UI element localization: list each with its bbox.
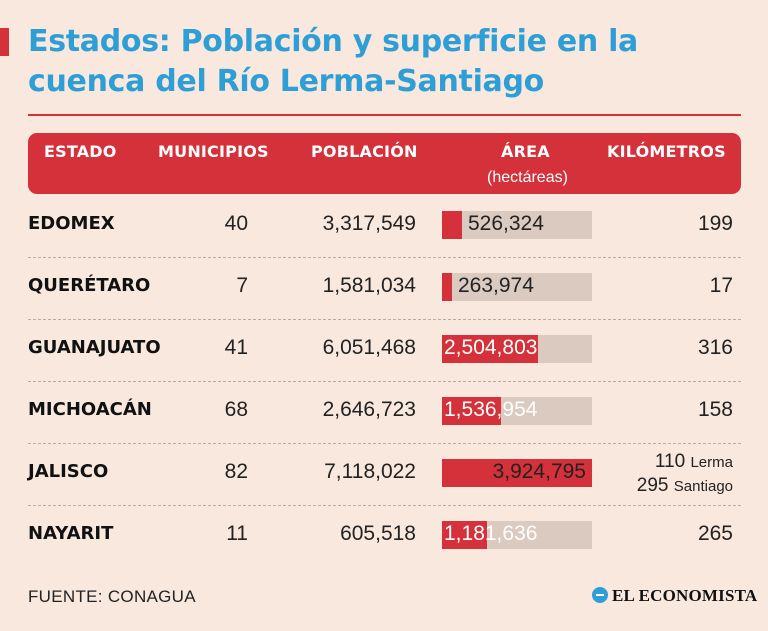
state-name: MICHOACÁN [28, 399, 152, 420]
area-bar-track: 263,974 [442, 273, 592, 301]
page-title: Estados: Población y superficie en la cu… [28, 24, 638, 99]
area-value: 526,324 [468, 212, 544, 235]
table-row: QUERÉTARO 7 1,581,034 263,974 17 [28, 257, 741, 319]
area-bar-track: 526,324 [442, 211, 592, 239]
table-row: JALISCO 82 7,118,022 3,924,795 110 Lerma 295 … [28, 443, 741, 505]
area-bar [442, 211, 462, 239]
kilometros-river: Lerma [690, 454, 733, 471]
area-value: 2,504,803 [444, 336, 538, 359]
kilometros-value: 17 [709, 274, 733, 297]
area-value: 1,536,954 [444, 398, 538, 421]
row-divider [28, 319, 741, 320]
header-municipios: MUNICIPIOS [158, 142, 269, 161]
header-estado: ESTADO [44, 142, 117, 161]
kilometros-number: 110 [654, 451, 686, 472]
logo-text: EL ECONOMISTA [612, 586, 758, 605]
area-bar-track: 1,181,636 [442, 521, 592, 549]
table-row: EDOMEX 40 3,317,549 526,324 199 [28, 195, 741, 257]
logo-icon [592, 587, 608, 603]
table-row: GUANAJUATO 41 6,051,468 2,504,803 316 [28, 319, 741, 381]
kilometros-value: 158 [697, 398, 733, 421]
area-value: 263,974 [458, 274, 534, 297]
area-bar [442, 397, 501, 425]
source-note: FUENTE: CONAGUA [28, 587, 196, 606]
municipios-value: 82 [224, 460, 248, 483]
municipios-value: 7 [236, 274, 248, 297]
row-divider [28, 257, 741, 258]
state-name: QUERÉTARO [28, 275, 151, 296]
area-bar [442, 335, 538, 363]
municipios-value: 40 [224, 212, 248, 235]
table-row: NAYARIT 11 605,518 1,181,636 265 [28, 505, 741, 567]
area-bar-track: 1,536,954 [442, 397, 592, 425]
kilometros-line: 295 Santiago [588, 474, 733, 498]
area-bar [442, 459, 592, 487]
header-area-unit: (hectáreas) [487, 169, 568, 186]
state-name: EDOMEX [28, 213, 115, 234]
area-bar-track: 2,504,803 [442, 335, 592, 363]
poblacion-value: 1,581,034 [322, 274, 416, 297]
kilometros-river: Santiago [673, 478, 733, 495]
area-value: 1,181,636 [444, 522, 538, 545]
municipios-value: 41 [224, 336, 248, 359]
row-divider [28, 443, 741, 444]
title-divider [28, 114, 741, 116]
header-kilometros: KILÓMETROS [607, 142, 726, 161]
state-name: NAYARIT [28, 523, 114, 544]
poblacion-value: 6,051,468 [322, 336, 416, 359]
header-poblacion: POBLACIÓN [311, 142, 418, 161]
municipios-value: 11 [226, 522, 248, 545]
title-accent-bar [0, 28, 9, 56]
row-divider [28, 381, 741, 382]
state-name: JALISCO [28, 461, 109, 482]
state-name: GUANAJUATO [28, 337, 161, 358]
poblacion-value: 3,317,549 [322, 212, 416, 235]
municipios-value: 68 [224, 398, 248, 421]
area-bar-track: 3,924,795 [442, 459, 592, 487]
kilometros-line: 110 Lerma [588, 450, 733, 474]
kilometros-value: 316 [697, 336, 733, 359]
area-value: 3,924,795 [492, 460, 586, 483]
table-header: ESTADO MUNICIPIOS POBLACIÓN ÁREA (hectár… [28, 133, 741, 194]
area-bar [442, 273, 452, 301]
poblacion-value: 2,646,723 [322, 398, 416, 421]
poblacion-value: 605,518 [340, 522, 416, 545]
poblacion-value: 7,118,022 [324, 460, 416, 483]
header-area: ÁREA [501, 142, 550, 161]
table-row: MICHOACÁN 68 2,646,723 1,536,954 158 [28, 381, 741, 443]
kilometros-value: 110 Lerma 295 Santiago [588, 450, 733, 498]
kilometros-number: 295 [636, 475, 669, 496]
kilometros-value: 265 [697, 522, 733, 545]
publisher-logo: EL ECONOMISTA [592, 586, 757, 606]
kilometros-value: 199 [697, 212, 733, 235]
row-divider [28, 505, 741, 506]
area-bar [442, 521, 487, 549]
